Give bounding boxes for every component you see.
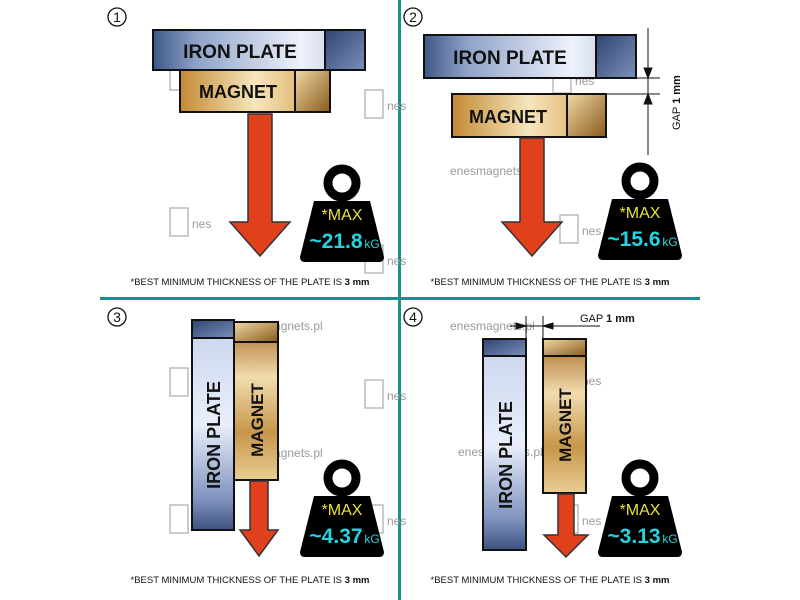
panel-4: 4 IRON PLATE MAGNET GAP 1 mm *MAX ~3.13 … bbox=[403, 307, 682, 586]
gap-dimension bbox=[510, 316, 600, 340]
max-label: *MAX bbox=[620, 502, 661, 519]
panel-2: 2 IRON PLATE MAGNET GAP 1 mm *MAX ~15.6 … bbox=[403, 7, 683, 288]
iron-plate bbox=[191, 319, 235, 531]
panel-1: 1 IRON PLATE MAGNET *MAX ~21.8 kG *BEST … bbox=[107, 7, 384, 288]
max-force-value: ~15.6 bbox=[607, 228, 660, 251]
iron-plate-label: IRON PLATE bbox=[204, 381, 224, 489]
unit-label: kG bbox=[662, 235, 677, 249]
svg-text:nes: nes bbox=[192, 217, 211, 231]
max-label: *MAX bbox=[322, 207, 363, 224]
unit-label: kG bbox=[662, 532, 677, 546]
step-number-badge bbox=[403, 307, 423, 327]
weight-icon: *MAX ~3.13 kG bbox=[598, 459, 682, 557]
unit-label: kG bbox=[364, 532, 379, 546]
max-force-value: ~21.8 bbox=[309, 230, 362, 253]
magnet-label: MAGNET bbox=[199, 82, 277, 102]
url-watermark: enesmagnets.pl bbox=[450, 164, 535, 178]
svg-text:nes: nes bbox=[582, 224, 601, 238]
enes-logo-watermark: nes bbox=[169, 207, 211, 237]
step-number-badge bbox=[107, 7, 127, 27]
magnet-label: MAGNET bbox=[556, 388, 575, 462]
max-force-value: ~4.37 bbox=[309, 525, 362, 548]
force-arrow bbox=[542, 493, 590, 559]
svg-text:2: 2 bbox=[409, 9, 417, 25]
max-label: *MAX bbox=[322, 502, 363, 519]
svg-text:nes: nes bbox=[387, 389, 406, 403]
force-arrow bbox=[238, 480, 280, 558]
svg-text:1: 1 bbox=[113, 9, 121, 25]
magnet-label: MAGNET bbox=[248, 383, 267, 457]
footnote: *BEST MINIMUM THICKNESS OF THE PLATE IS … bbox=[431, 575, 670, 586]
step-number-badge bbox=[403, 7, 423, 27]
footnote: *BEST MINIMUM THICKNESS OF THE PLATE IS … bbox=[431, 277, 670, 288]
iron-plate bbox=[482, 338, 527, 551]
enes-logo-watermark: nes bbox=[364, 379, 406, 409]
url-watermark: enesmagnets.pl bbox=[450, 319, 535, 333]
svg-text:4: 4 bbox=[409, 309, 417, 325]
svg-text:3: 3 bbox=[113, 309, 121, 325]
gap-label: GAP 1 mm bbox=[671, 75, 683, 130]
force-arrow bbox=[228, 113, 292, 258]
enes-logo-watermark: nes bbox=[559, 214, 601, 244]
iron-plate-label: IRON PLATE bbox=[453, 48, 567, 69]
weight-icon: *MAX ~15.6 kG bbox=[598, 162, 682, 260]
max-force-value: ~3.13 bbox=[607, 525, 660, 548]
force-arrow bbox=[500, 137, 564, 258]
weight-icon: *MAX ~21.8 kG bbox=[300, 164, 384, 262]
unit-label: kG bbox=[364, 237, 379, 251]
enes-logo-watermark: nes bbox=[364, 89, 406, 119]
svg-text:nes: nes bbox=[387, 254, 406, 268]
footnote: *BEST MINIMUM THICKNESS OF THE PLATE IS … bbox=[131, 277, 370, 288]
panel-3: 3 IRON PLATE MAGNET *MAX ~4.37 kG *BEST … bbox=[107, 307, 384, 586]
svg-text:nes: nes bbox=[387, 99, 406, 113]
horizontal-divider bbox=[100, 297, 700, 300]
magnet bbox=[233, 321, 279, 481]
step-number-badge bbox=[107, 307, 127, 327]
gap-dimension bbox=[600, 28, 660, 155]
svg-text:nes: nes bbox=[582, 514, 601, 528]
gap-label: GAP 1 mm bbox=[580, 313, 635, 325]
weight-icon: *MAX ~4.37 kG bbox=[300, 459, 384, 557]
iron-plate-label: IRON PLATE bbox=[496, 401, 516, 509]
svg-text:nes: nes bbox=[387, 514, 406, 528]
magnet-label: MAGNET bbox=[469, 107, 547, 127]
footnote: *BEST MINIMUM THICKNESS OF THE PLATE IS … bbox=[131, 575, 370, 586]
max-label: *MAX bbox=[620, 205, 661, 222]
iron-plate-label: IRON PLATE bbox=[183, 42, 297, 63]
